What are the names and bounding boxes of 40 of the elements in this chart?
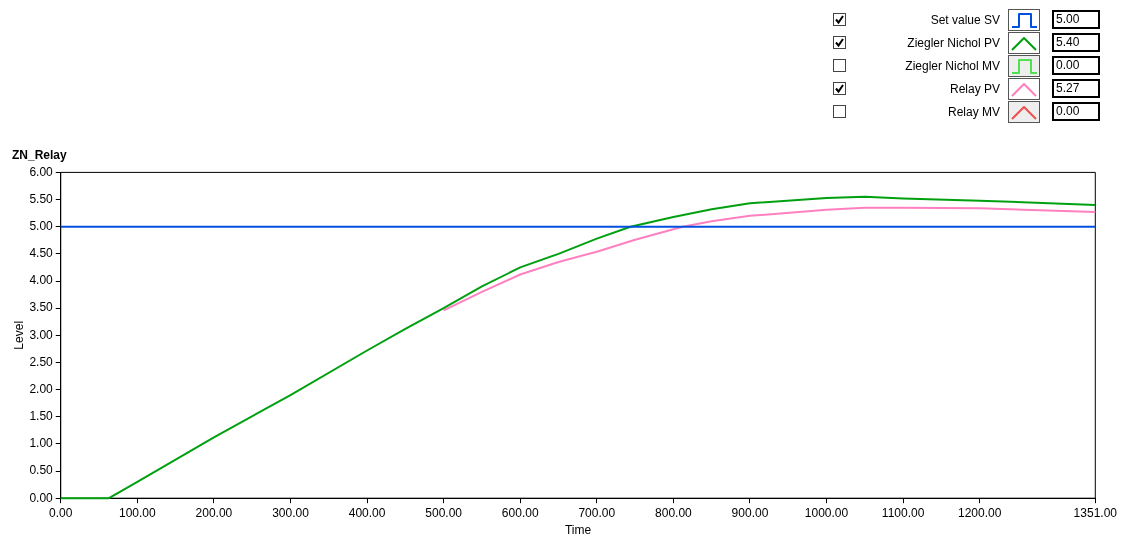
y-tick-label: 0.00 [29,490,54,505]
y-tick-label: 1.50 [29,409,54,424]
x-tick-label: 1200.00 [957,505,1002,520]
x-tick-label: 200.00 [195,505,233,520]
y-tick-label: 5.50 [29,191,54,206]
x-tick-label: 300.00 [272,505,310,520]
x-tick-label: 1100.00 [881,505,925,520]
legend-label: Ziegler Nichol PV [906,35,1000,50]
y-tick-label: 3.50 [29,300,54,315]
y-tick-label: 6.00 [29,164,54,179]
y-tick-label: 4.50 [29,246,54,261]
y-tick-label: 0.50 [29,463,54,478]
value-field: 5.00 [1052,10,1100,29]
legend-label: Relay MV [947,104,1000,119]
x-tick-label: 100.00 [118,505,157,520]
y-tick-label: 2.50 [29,354,54,369]
y-tick-label: 4.00 [29,273,54,288]
value-field: 0.00 [1052,102,1100,121]
x-tick-label: 700.00 [578,505,616,520]
y-tick-label: 5.00 [29,219,54,234]
x-tick-label: 1351.00 [1073,505,1118,520]
y-tick-label: 2.00 [29,381,54,396]
y-axis-title: Level [11,320,26,350]
value-field: 0.00 [1052,56,1100,75]
legend-label: Relay PV [948,81,1000,96]
value-field: 5.40 [1052,33,1100,52]
y-tick-label: 3.00 [29,327,54,342]
x-tick-label: 600.00 [501,505,539,520]
chart-title: ZN_Relay [12,147,68,162]
x-tick-label: 400.00 [348,505,386,520]
value-field: 5.27 [1052,79,1100,98]
legend-label: Set value SV [929,12,1000,27]
x-tick-label: 500.00 [425,505,463,520]
x-axis-title: Time [564,523,592,538]
x-tick-label: 800.00 [655,505,693,520]
y-tick-label: 1.00 [29,436,54,451]
x-tick-label: 0.00 [49,505,73,520]
x-tick-label: 1000.00 [804,505,849,520]
legend-label: Ziegler Nichol MV [904,58,1000,73]
x-tick-label: 900.00 [731,505,769,520]
